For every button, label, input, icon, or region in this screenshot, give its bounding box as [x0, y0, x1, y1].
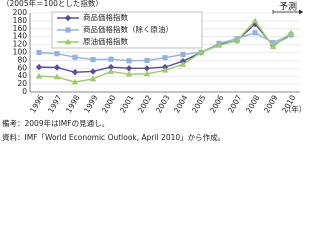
y-tick-label: 60 — [17, 63, 27, 72]
marker — [126, 58, 132, 64]
marker — [270, 40, 276, 46]
y-tick-label: 0 — [22, 87, 27, 96]
marker — [90, 57, 96, 63]
marker — [108, 56, 114, 62]
y-tick-label: 120 — [13, 40, 28, 49]
y-tick-label: 160 — [13, 24, 28, 33]
x-tick-label: 1996 — [28, 93, 45, 114]
marker — [252, 30, 258, 36]
marker — [143, 65, 151, 72]
marker — [143, 70, 151, 77]
marker — [197, 49, 205, 55]
marker — [64, 14, 72, 22]
marker — [251, 17, 259, 24]
y-tick-label: 40 — [17, 71, 27, 80]
marker — [36, 49, 42, 56]
marker — [54, 51, 60, 57]
y-unit-label: （2005年＝100とした指数） — [2, 0, 103, 8]
chart: （2005年＝100とした指数） （年） 予測 備考：2009年はIMFの見通し… — [2, 0, 307, 142]
marker — [89, 68, 97, 75]
x-tick-label: 1998 — [64, 93, 81, 114]
marker — [65, 27, 71, 33]
forecast-arrow — [299, 9, 303, 15]
x-tick-label: 2002 — [136, 93, 153, 114]
marker — [125, 65, 133, 72]
marker — [179, 60, 187, 67]
legend-label: 商品価格指数（除く原油） — [83, 24, 173, 34]
marker — [107, 63, 115, 71]
marker — [71, 78, 79, 85]
x-tick-label: 2004 — [172, 93, 189, 114]
marker — [107, 68, 115, 74]
marker — [35, 63, 43, 71]
y-tick-label: 200 — [13, 8, 28, 17]
legend-label: 商品価格指数 — [83, 12, 128, 22]
x-tick-label: 2001 — [118, 93, 135, 114]
x-unit-label: （年） — [284, 104, 307, 114]
x-tick-label: 2008 — [244, 93, 261, 114]
marker — [215, 41, 223, 48]
marker — [161, 66, 169, 73]
marker — [125, 70, 133, 77]
legend-label: 原油価格指数 — [83, 36, 128, 46]
marker — [53, 73, 61, 80]
marker — [269, 43, 277, 49]
y-tick-label: 180 — [13, 16, 28, 25]
y-tick-label: 20 — [17, 79, 27, 88]
marker — [64, 38, 72, 45]
x-tick-label: 2000 — [100, 93, 117, 114]
note: 備考：2009年はIMFの見通し。 — [2, 118, 109, 128]
marker — [233, 37, 241, 44]
marker — [72, 54, 78, 60]
x-tick-label: 2003 — [154, 93, 171, 114]
x-tick-label: 2007 — [226, 93, 243, 114]
y-tick-label: 80 — [17, 55, 27, 64]
y-tick-label: 100 — [13, 48, 28, 57]
x-tick-label: 2009 — [262, 93, 279, 114]
annotation: 予測 — [279, 1, 297, 13]
x-tick-label: 2006 — [208, 93, 225, 114]
marker — [180, 51, 186, 58]
marker — [162, 55, 168, 61]
x-tick-label: 1999 — [82, 93, 99, 114]
marker — [287, 29, 295, 36]
y-tick-label: 140 — [13, 32, 28, 41]
note: 資料：IMF「World Economic Outlook, April 201… — [2, 132, 225, 142]
marker — [89, 75, 97, 82]
marker — [35, 72, 43, 79]
x-tick-label: 1997 — [46, 93, 63, 114]
marker — [144, 57, 150, 63]
x-tick-label: 2005 — [190, 93, 207, 114]
marker — [53, 64, 61, 71]
marker — [71, 69, 79, 76]
